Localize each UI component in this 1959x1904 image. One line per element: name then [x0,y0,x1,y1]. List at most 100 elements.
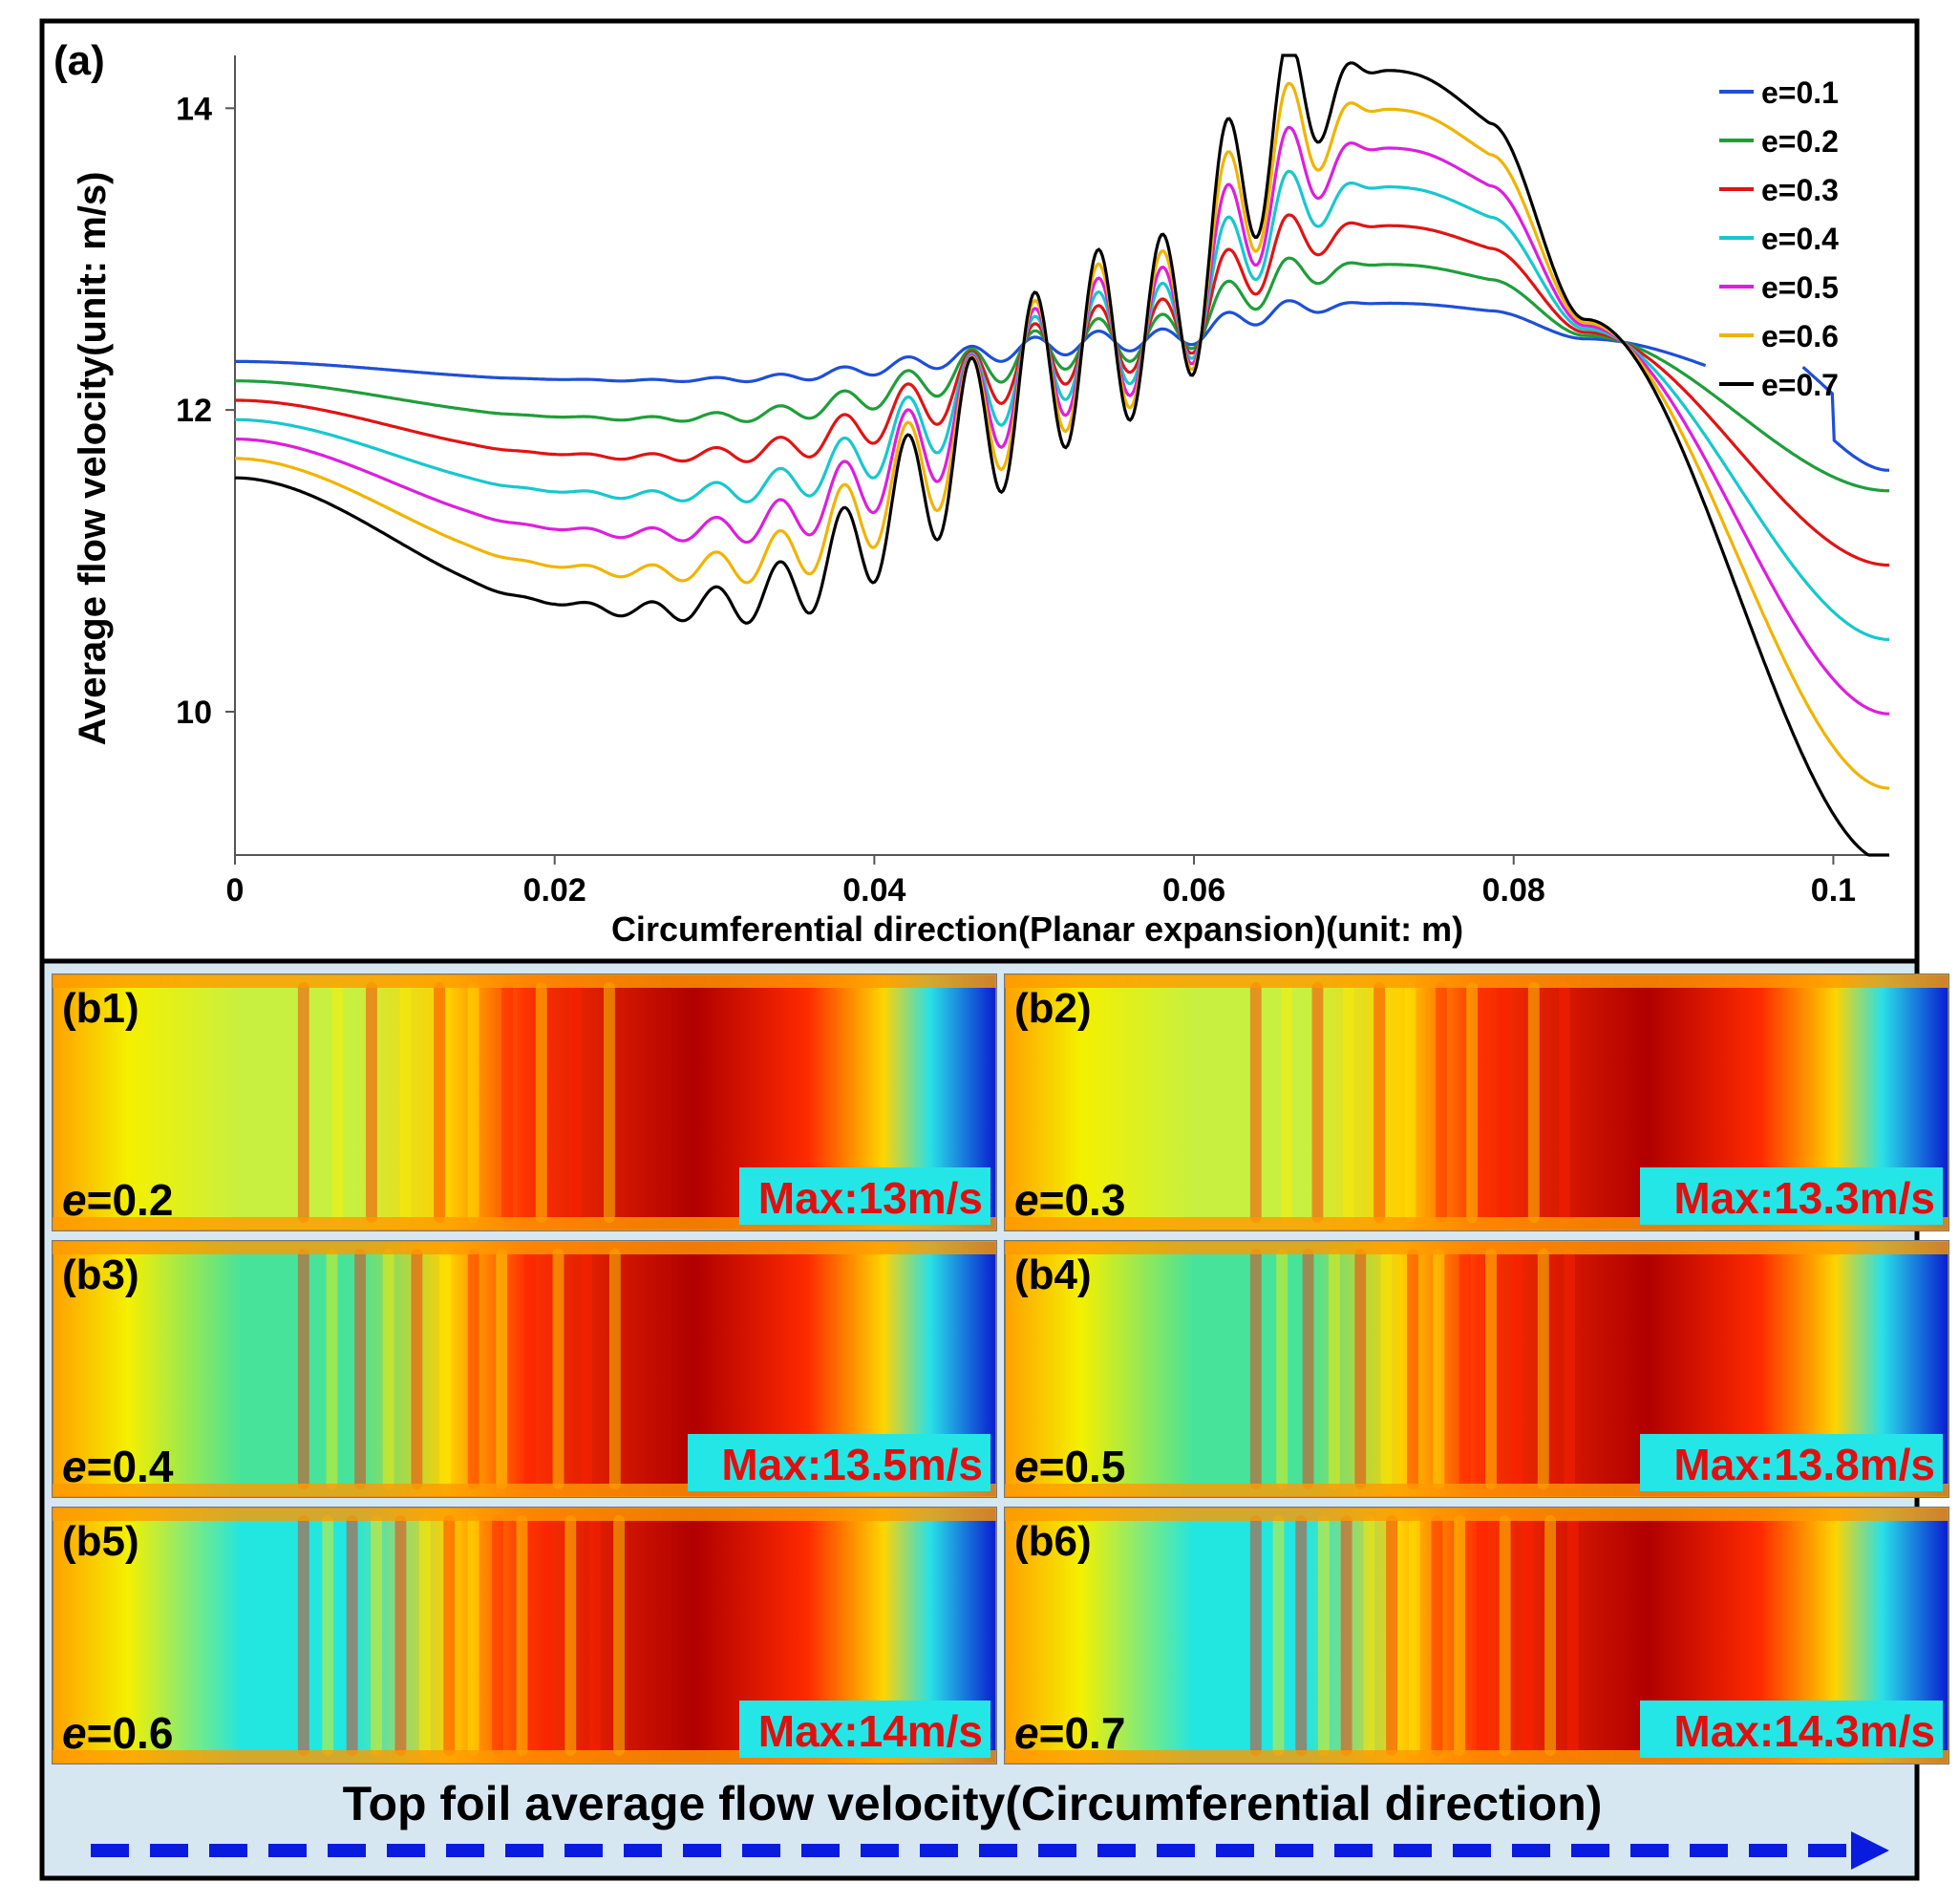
contour-band [1511,1249,1523,1489]
contour-edge [53,1508,996,1521]
legend-entry-label: e=0.5 [1761,270,1839,305]
contour-band [1373,982,1386,1223]
max-label-text: Max:13m/s [758,1173,983,1223]
panel-a-frame [39,18,1920,965]
contour-panel-label: (b6) [1014,1518,1092,1565]
contour-band [467,1515,479,1756]
contour-band [569,982,582,1223]
contour-band [524,1249,536,1489]
contour-e-label: e=0.5 [1014,1442,1125,1491]
legend-entry-label: e=0.4 [1761,222,1839,256]
contour-panel: (b4) e=0.5 Max:13.8m/s [1004,1240,1949,1498]
contour-band [552,1249,564,1489]
contour-band [1318,1515,1330,1756]
contour-band [1466,982,1479,1223]
legend-entry-label: e=0.1 [1761,75,1839,110]
contour-band [1272,1515,1285,1756]
max-label-box [688,1434,990,1491]
x-tick-label: 0.1 [1811,872,1856,909]
contour-band [322,1515,334,1756]
legend-entry-label: e=0.7 [1761,368,1839,402]
contour-edge [53,974,996,988]
max-label-box [1640,1701,1943,1758]
contour-panel-label: (b3) [62,1252,139,1298]
contour-edge [53,1241,996,1254]
contour-band [501,982,514,1223]
contour-band [1566,1515,1579,1756]
contour-edge [1005,1508,1948,1521]
contour-panel: (b6) e=0.7 Max:14.3m/s [1004,1507,1949,1765]
contour-band [439,1249,451,1489]
y-tick-label: 12 [176,393,212,429]
contour-band [1380,1249,1393,1489]
x-axis-label: Circumferential direction(Planar expansi… [611,909,1463,949]
legend-entry-label: e=0.3 [1761,173,1839,207]
contour-band [371,1515,382,1756]
contour-panel-label: (b5) [62,1518,139,1565]
contour-e-label: e=0.3 [1014,1175,1125,1225]
panel-a-label: (a) [53,37,105,84]
contour-band [613,1515,626,1756]
contour-band [331,982,344,1223]
legend-entry-label: e=0.6 [1761,319,1839,353]
contour-panel: (b3) e=0.4 Max:13.5m/s [52,1240,997,1498]
contour-band [1485,1249,1497,1489]
contour-band [1328,1249,1340,1489]
contour-map [52,1507,997,1765]
contour-band [535,982,547,1223]
series-layer [235,53,1890,857]
legend-entry-label: e=0.2 [1761,124,1839,159]
contour-band [382,1249,394,1489]
contour-panel: (b2) e=0.3 Max:13.3m/s [1004,973,1949,1231]
contour-band [1302,1249,1314,1489]
contour-band [1281,982,1293,1223]
contour-band [467,982,479,1223]
contour-band [1404,982,1416,1223]
contour-band [1497,982,1509,1223]
contour-band [297,1515,309,1756]
contour-e-label: e=0.2 [62,1175,173,1225]
series-line-e=0.1 [235,299,1890,472]
legend: e=0.1 e=0.2 e=0.3 e=0.4 e=0.5 e=0.6 e=0.7 [1719,75,1839,402]
contour-band [540,1515,552,1756]
max-label-text: Max:13.3m/s [1673,1173,1935,1223]
contour-band [418,1515,431,1756]
tick-layer: 0 0.02 0.04 0.06 0.08 0.1 10 12 14 [176,91,1856,909]
contour-band [1435,982,1447,1223]
x-tick-label: 0.04 [842,872,905,909]
max-label-text: Max:14.3m/s [1673,1706,1935,1756]
max-label-text: Max:13.8m/s [1673,1440,1935,1489]
contour-band [1431,1515,1443,1756]
contour-band [1454,1515,1466,1756]
contour-band [603,982,615,1223]
x-tick-label: 0 [226,872,245,909]
max-label-text: Max:14m/s [758,1706,983,1756]
contour-band [1407,1249,1418,1489]
contour-band [1354,1249,1367,1489]
contour-band [1499,1515,1511,1756]
contour-band [581,1249,593,1489]
contour-band [1276,1249,1288,1489]
contour-band [608,1249,621,1489]
contour-e-label: e=0.7 [1014,1708,1125,1758]
y-tick-label: 10 [176,695,212,731]
contour-band [1433,1249,1445,1489]
contour-edge [1005,974,1948,988]
contour-band [1249,1249,1262,1489]
contour-band [1386,1515,1398,1756]
contour-band [1311,982,1324,1223]
contour-band [1537,1249,1549,1489]
contour-band [326,1249,338,1489]
contour-band [496,1249,508,1489]
contour-band [297,982,309,1223]
contour-band [1459,1249,1471,1489]
contour-band [1408,1515,1420,1756]
contour-band [411,1249,423,1489]
contour-panel-label: (b2) [1014,985,1092,1032]
contour-panel-label: (b1) [62,985,139,1032]
x-tick-label: 0.06 [1162,872,1225,909]
contour-band [1342,982,1354,1223]
contour-grid: (b1)e=0.2 Max:13m/s(b2)e=0.3 Max:13.3m/s(b… [52,973,1949,1765]
max-label-box [1640,1167,1943,1225]
